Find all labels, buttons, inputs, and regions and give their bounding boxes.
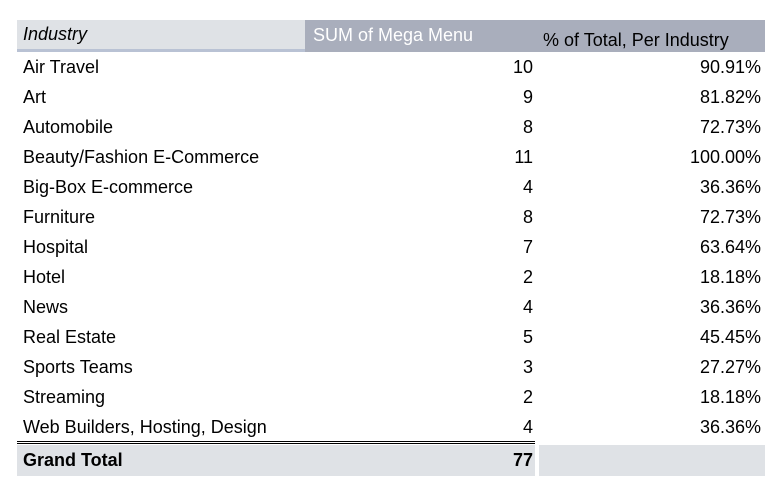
- table-row: Furniture 8 72.73%: [17, 202, 765, 232]
- table-row: Air Travel 10 90.91%: [17, 52, 765, 82]
- industry-cell[interactable]: Sports Teams: [23, 356, 133, 377]
- percent-header[interactable]: % of Total, Per Industry: [535, 20, 765, 52]
- percent-cell[interactable]: 27.27%: [699, 356, 761, 377]
- percent-cell[interactable]: 72.73%: [699, 206, 761, 227]
- sum-cell[interactable]: 5: [522, 326, 533, 347]
- sum-cell[interactable]: 7: [522, 236, 533, 257]
- percent-cell[interactable]: 18.18%: [699, 266, 761, 287]
- percent-cell[interactable]: 36.36%: [699, 176, 761, 197]
- industry-cell[interactable]: Automobile: [23, 116, 114, 137]
- grand-total-label[interactable]: Grand Total: [17, 445, 305, 476]
- industry-cell[interactable]: Air Travel: [23, 56, 100, 77]
- industry-cell[interactable]: Big-Box E-commerce: [23, 176, 194, 197]
- table-row: Sports Teams 3 27.27%: [17, 352, 765, 382]
- sum-cell[interactable]: 9: [522, 86, 533, 107]
- grand-total-sum[interactable]: 77: [305, 445, 535, 476]
- percent-cell[interactable]: 81.82%: [699, 86, 761, 107]
- percent-cell[interactable]: 72.73%: [699, 116, 761, 137]
- percent-cell[interactable]: 100.00%: [689, 146, 761, 167]
- percent-cell[interactable]: 90.91%: [699, 56, 761, 77]
- percent-cell[interactable]: 18.18%: [699, 386, 761, 407]
- percent-cell[interactable]: 63.64%: [699, 236, 761, 257]
- grand-total-percent[interactable]: [539, 445, 765, 476]
- sum-cell[interactable]: 4: [522, 416, 533, 437]
- sum-cell[interactable]: 10: [512, 56, 533, 77]
- industry-cell[interactable]: Hotel: [23, 266, 66, 287]
- table-row: Streaming 2 18.18%: [17, 382, 765, 412]
- table-body: Air Travel 10 90.91% Art 9 81.82% Automobile 8 7…: [17, 52, 765, 442]
- sum-cell[interactable]: 3: [522, 356, 533, 377]
- table-row: Real Estate 5 45.45%: [17, 322, 765, 352]
- industry-cell[interactable]: Web Builders, Hosting, Design: [23, 416, 267, 437]
- industry-cell[interactable]: Hospital: [23, 236, 89, 257]
- industry-header[interactable]: Industry: [17, 20, 305, 52]
- table-row: Big-Box E-commerce 4 36.36%: [17, 172, 765, 202]
- sum-cell[interactable]: 4: [522, 176, 533, 197]
- table-row: Hospital 7 63.64%: [17, 232, 765, 262]
- total-double-rule: [17, 441, 535, 444]
- sum-cell[interactable]: 2: [522, 266, 533, 287]
- industry-cell[interactable]: Streaming: [23, 386, 106, 407]
- sum-header[interactable]: SUM of Mega Menu: [305, 20, 535, 52]
- industry-cell[interactable]: Furniture: [23, 206, 96, 227]
- pivot-table: Industry SUM of Mega Menu % of Total, Pe…: [17, 20, 765, 476]
- table-row: Web Builders, Hosting, Design 4 36.36%: [17, 412, 765, 442]
- table-row: News 4 36.36%: [17, 292, 765, 322]
- industry-cell[interactable]: News: [23, 296, 69, 317]
- table-row: Hotel 2 18.18%: [17, 262, 765, 292]
- header-row: Industry SUM of Mega Menu % of Total, Pe…: [17, 20, 765, 52]
- sum-cell[interactable]: 4: [522, 296, 533, 317]
- sum-cell[interactable]: 2: [522, 386, 533, 407]
- table-row: Automobile 8 72.73%: [17, 112, 765, 142]
- grand-total-row: Grand Total 77: [17, 441, 765, 476]
- percent-cell[interactable]: 45.45%: [699, 326, 761, 347]
- sum-cell[interactable]: 8: [522, 116, 533, 137]
- sum-cell[interactable]: 11: [514, 146, 533, 167]
- percent-cell[interactable]: 36.36%: [699, 416, 761, 437]
- industry-cell[interactable]: Real Estate: [23, 326, 117, 347]
- sum-cell[interactable]: 8: [522, 206, 533, 227]
- percent-cell[interactable]: 36.36%: [699, 296, 761, 317]
- table-row: Art 9 81.82%: [17, 82, 765, 112]
- table-row: Beauty/Fashion E-Commerce 11 100.00%: [17, 142, 765, 172]
- industry-cell[interactable]: Beauty/Fashion E-Commerce: [23, 146, 260, 167]
- industry-cell[interactable]: Art: [23, 86, 47, 107]
